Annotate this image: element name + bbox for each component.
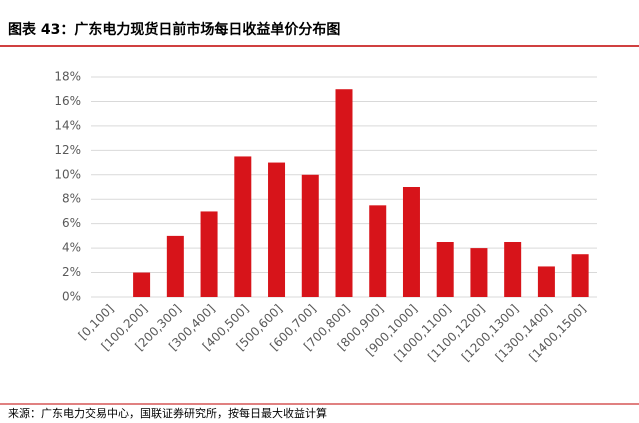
bar xyxy=(335,89,353,297)
bar xyxy=(301,174,319,297)
bar xyxy=(402,187,420,297)
y-tick-label: 16% xyxy=(54,94,81,108)
bar xyxy=(369,205,387,297)
y-tick-label: 6% xyxy=(62,216,81,230)
y-tick-label: 14% xyxy=(54,118,81,132)
y-tick-label: 10% xyxy=(54,167,81,181)
y-tick-label: 8% xyxy=(62,192,81,206)
bar xyxy=(166,235,184,297)
bar xyxy=(200,211,218,297)
bar xyxy=(436,242,454,297)
bar xyxy=(133,272,151,297)
y-tick-label: 2% xyxy=(62,265,81,279)
y-tick-label: 0% xyxy=(62,290,81,304)
source-note: 来源：广东电力交易中心，国联证券研究所，按每日最大收益计算 xyxy=(8,406,327,420)
bar xyxy=(234,156,252,297)
bar xyxy=(571,254,589,297)
y-tick-label: 18% xyxy=(54,70,81,84)
bar xyxy=(268,162,286,297)
chart-title: 图表 43：广东电力现货日前市场每日收益单价分布图 xyxy=(8,21,340,38)
bar xyxy=(537,266,555,297)
bar xyxy=(470,248,488,297)
y-tick-label: 12% xyxy=(54,143,81,157)
bar xyxy=(504,242,522,297)
y-tick-label: 4% xyxy=(62,241,81,255)
